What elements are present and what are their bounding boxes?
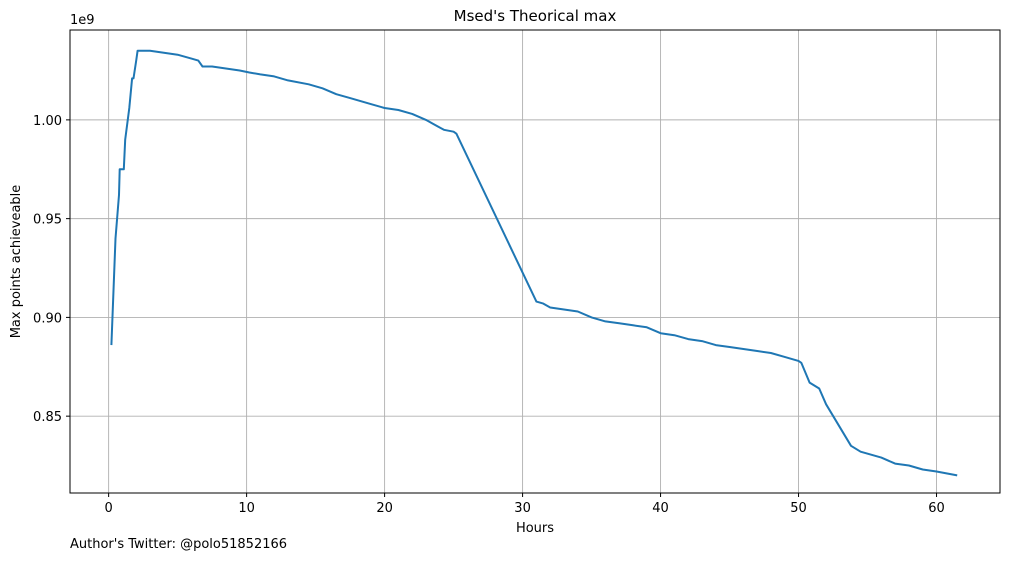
x-tick-label: 20 xyxy=(376,501,393,516)
y-tick-label: 1.00 xyxy=(33,114,62,129)
x-tick-label: 30 xyxy=(514,501,531,516)
x-axis-label: Hours xyxy=(516,521,554,536)
x-tick-label: 60 xyxy=(928,501,945,516)
chart-title: Msed's Theorical max xyxy=(454,7,617,25)
x-tick-label: 40 xyxy=(652,501,669,516)
grid xyxy=(70,30,1000,493)
x-tick-label: 50 xyxy=(790,501,807,516)
plot-frame xyxy=(69,29,1001,494)
y-tick-label: 0.90 xyxy=(33,311,62,326)
y-axis-scale-label: 1e9 xyxy=(70,13,95,28)
y-tick-label: 0.95 xyxy=(33,213,62,228)
series-layer xyxy=(110,49,958,477)
author-credit: Author's Twitter: @polo51852166 xyxy=(70,537,288,552)
y-tick-label: 0.85 xyxy=(33,410,62,425)
y-axis-label: Max points achieveable xyxy=(9,185,24,339)
ticks: 0 10 20 30 40 50 60 0.85 0.90 0.95 1.00 xyxy=(33,114,945,516)
series-line xyxy=(110,49,958,477)
x-tick-label: 0 xyxy=(104,501,112,516)
x-tick-label: 10 xyxy=(238,501,255,516)
